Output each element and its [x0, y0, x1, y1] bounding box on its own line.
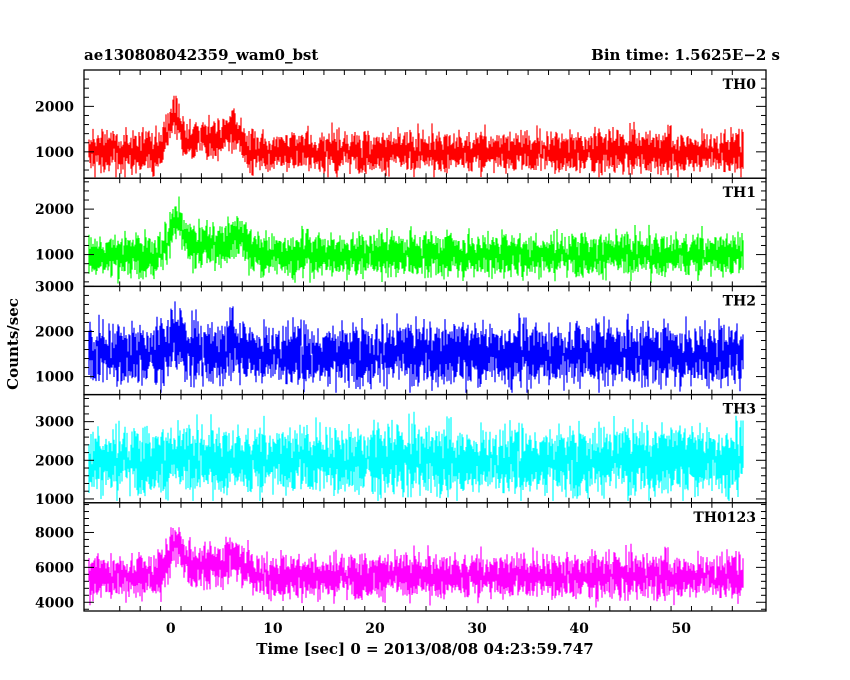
- panel-th0: 1000 2000 TH0: [35, 69, 767, 179]
- y-tick-label: 1000: [35, 492, 74, 508]
- y-axis-label: Counts/sec: [4, 298, 22, 390]
- y-tick-label: 8000: [35, 525, 74, 541]
- figure-title: ae130808042359_wam0_bst: [84, 46, 318, 64]
- panel-label-th2: TH2: [723, 293, 756, 309]
- series-th0123-trace: [88, 527, 744, 608]
- y-tick-label: 1000: [35, 248, 74, 264]
- y-tick-label: 1000: [35, 370, 74, 386]
- x-tick-label: 20: [365, 621, 385, 637]
- panel-th3: 1000 2000 3000 TH3: [35, 393, 767, 508]
- series-th3-trace: [88, 411, 744, 501]
- y-tick-label: 1000: [35, 145, 74, 161]
- panel-label-th0: TH0: [723, 77, 757, 93]
- y-tick-label: 3000: [35, 415, 74, 431]
- panel-th0123: 4000 6000 8000 TH0123: [35, 502, 767, 612]
- x-tick-label: 50: [672, 621, 692, 637]
- panel-th1: 1000 2000 TH1: [35, 177, 767, 288]
- series-th0-trace: [88, 95, 744, 178]
- panel-label-th3: TH3: [723, 402, 756, 418]
- series-th1-trace: [88, 196, 744, 284]
- x-axis: 0 10 20 30 40 50: [166, 621, 691, 637]
- x-tick-label: 40: [569, 621, 589, 637]
- x-axis-label: Time [sec] 0 = 2013/08/08 04:23:59.747: [256, 640, 593, 658]
- bin-time-label: Bin time: 1.5625E−2 s: [591, 46, 780, 64]
- panels-group: 10002000TH010002000TH1100020003000TH2100…: [35, 69, 767, 612]
- panel-frame: [83, 502, 767, 612]
- panel-label-th0123: TH0123: [693, 510, 756, 526]
- x-tick-label: 10: [263, 621, 283, 637]
- x-tick-label: 0: [166, 621, 176, 637]
- series-th2-trace: [88, 301, 744, 393]
- y-tick-label: 4000: [35, 595, 74, 611]
- y-tick-label: 6000: [35, 560, 74, 576]
- y-tick-label: 2000: [35, 99, 74, 115]
- y-tick-label: 2000: [35, 453, 74, 469]
- panel-th2: 1000 2000 3000 TH2: [35, 279, 767, 396]
- y-tick-label: 2000: [35, 202, 74, 218]
- y-tick-label: 2000: [35, 324, 74, 340]
- x-tick-label: 30: [467, 621, 487, 637]
- y-tick-label: 3000: [35, 279, 74, 295]
- panel-label-th1: TH1: [723, 185, 756, 201]
